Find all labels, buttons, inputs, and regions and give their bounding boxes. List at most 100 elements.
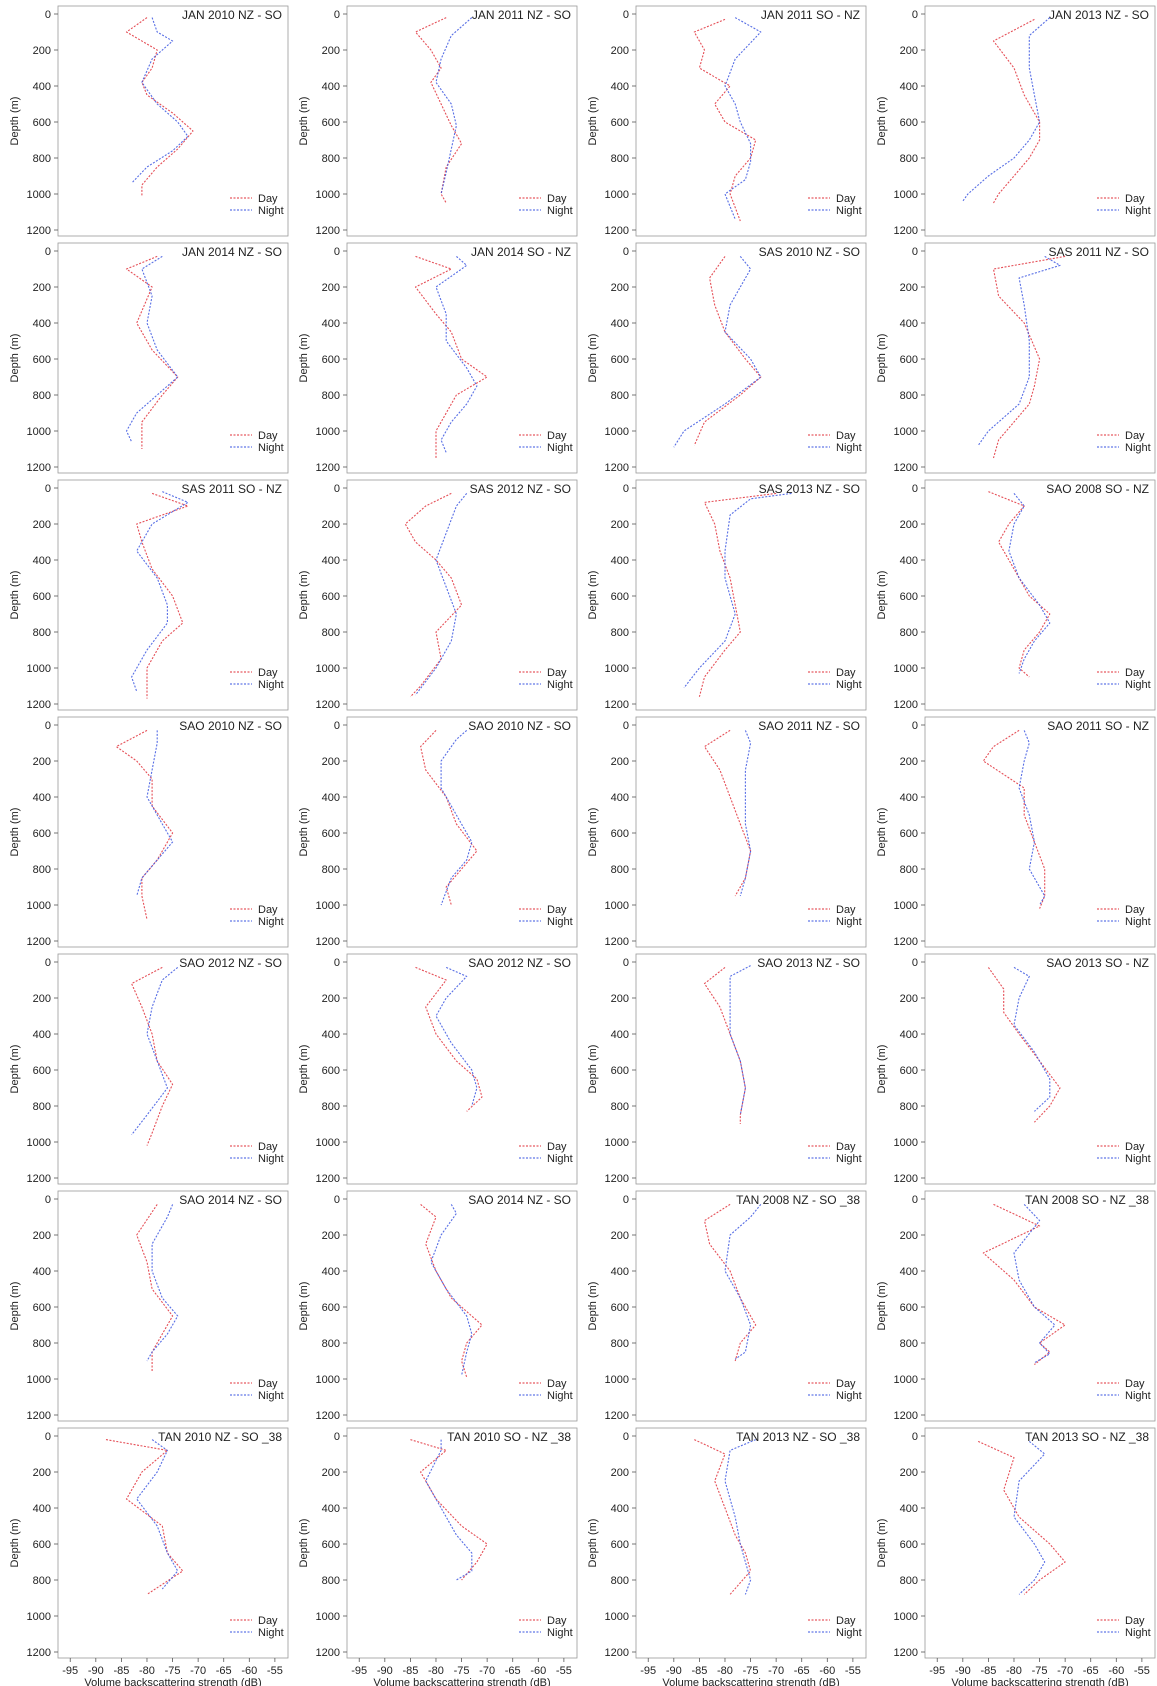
y-tick-label: 1200 [605,1647,629,1659]
legend-day-label: Day [836,1141,856,1153]
y-tick-label: 400 [900,1266,918,1278]
legend-day-label: Day [547,1141,567,1153]
y-tick-label: 1200 [605,225,629,237]
y-tick-label: 0 [912,9,918,21]
y-axis-label: Depth (m) [876,571,888,620]
day-series-line [420,730,478,906]
chart-panel: 0 200 400 600 800 1000 1200 Depth (m) SAO 2010 N… [298,716,578,948]
y-tick-label: 200 [611,1467,629,1479]
y-tick-label: 800 [33,1101,51,1113]
legend-day-label: Day [258,1378,278,1390]
y-tick-label: 800 [322,864,340,876]
y-tick-label: 1000 [894,900,918,912]
y-tick-label: 200 [33,519,51,531]
panel-title: SAS 2011 SO - NZ [182,482,282,496]
y-tick-label: 1200 [894,1647,918,1659]
y-tick-label: 800 [33,390,51,402]
night-series-line [739,730,752,897]
y-axis-label: Depth (m) [9,1282,21,1331]
y-axis-label: Depth (m) [876,334,888,383]
y-tick-label: 200 [33,756,51,768]
night-series-line [1013,1204,1056,1364]
chart-panel: 0 200 400 600 800 1000 1200 Depth (m) JAN 2013 N… [876,5,1156,237]
panel-title: JAN 2014 NZ - SO [182,245,282,259]
chart-panel: 0 200 400 600 800 1000 1200 Depth (m) SAO 2014 N… [298,1190,578,1422]
legend-day-label: Day [836,667,856,679]
y-tick-label: 200 [611,282,629,294]
y-tick-label: 1000 [894,426,918,438]
x-tick-label: -60 [241,1665,257,1677]
legend-night-label: Night [258,442,284,454]
chart-panel: 0 200 400 600 800 1000 1200 Depth (m) SAO 2011 S… [876,716,1156,948]
y-tick-label: 1000 [27,1611,51,1623]
y-tick-label: 1200 [894,1173,918,1185]
y-axis-label: Depth (m) [587,808,599,857]
night-series-line [435,17,473,195]
y-tick-label: 1200 [894,225,918,237]
y-tick-label: 1200 [894,462,918,474]
y-tick-label: 400 [900,792,918,804]
y-tick-label: 0 [623,1194,629,1206]
y-tick-label: 400 [611,1503,629,1515]
y-tick-label: 600 [322,828,340,840]
day-series-line [420,1203,483,1378]
y-tick-label: 600 [33,591,51,603]
legend-night-label: Night [258,679,284,691]
chart-panel: 0 200 400 600 800 1000 1200 Depth (m) SAS 2013 N… [587,479,867,711]
chart-panel: 0 200 400 600 800 1000 1200 Depth (m) JAN 2011 N… [298,5,578,237]
y-tick-label: 400 [900,81,918,93]
chart-panel: 0 200 400 600 800 1000 1200 Depth (m) SAO 2010 N… [9,716,289,948]
x-tick-label: -85 [691,1665,707,1677]
x-tick-label: -65 [1083,1665,1099,1677]
y-tick-label: 1000 [27,1137,51,1149]
day-series-line [698,492,777,697]
legend-day-label: Day [836,1378,856,1390]
legend-day-label: Day [1125,904,1145,916]
axes-frame [346,953,578,1185]
y-tick-label: 1000 [894,189,918,201]
y-axis-label: Depth (m) [876,1519,888,1568]
y-tick-label: 400 [322,1266,340,1278]
y-axis-label: Depth (m) [9,808,21,857]
axes-frame [635,5,867,237]
y-tick-label: 600 [322,117,340,129]
axes-frame [635,716,867,948]
y-tick-label: 0 [45,483,51,495]
night-series-line [440,729,473,906]
y-tick-label: 0 [334,483,340,495]
x-tick-label: -75 [1032,1665,1048,1677]
legend-night-label: Night [258,1627,284,1639]
y-tick-label: 1200 [27,1410,51,1422]
x-axis-label: Volume backscattering strength (dB) [662,1677,839,1686]
x-tick-label: -90 [955,1665,971,1677]
x-tick-label: -80 [717,1665,733,1677]
y-tick-label: 600 [900,354,918,366]
y-tick-label: 200 [611,993,629,1005]
y-tick-label: 1200 [316,225,340,237]
y-tick-label: 1000 [27,663,51,675]
legend-night-label: Night [1125,916,1151,928]
axes-frame [346,1427,578,1659]
axes-frame [924,1427,1156,1659]
y-tick-label: 600 [611,354,629,366]
y-tick-label: 1000 [316,426,340,438]
x-axis-label: Volume backscattering strength (dB) [951,1677,1128,1686]
y-tick-label: 400 [611,318,629,330]
day-series-line [992,255,1066,459]
day-series-line [693,256,762,446]
y-axis-label: Depth (m) [587,1282,599,1331]
y-tick-label: 600 [322,1065,340,1077]
y-tick-label: 600 [322,354,340,366]
y-axis-label: Depth (m) [298,1519,310,1568]
y-tick-label: 800 [611,390,629,402]
x-tick-label: -70 [479,1665,495,1677]
y-tick-label: 400 [900,1029,918,1041]
legend-day-label: Day [258,1141,278,1153]
y-tick-label: 600 [322,1302,340,1314]
y-tick-label: 400 [33,792,51,804]
panel-title: SAO 2012 NZ - SO [468,956,571,970]
y-tick-label: 1200 [605,462,629,474]
